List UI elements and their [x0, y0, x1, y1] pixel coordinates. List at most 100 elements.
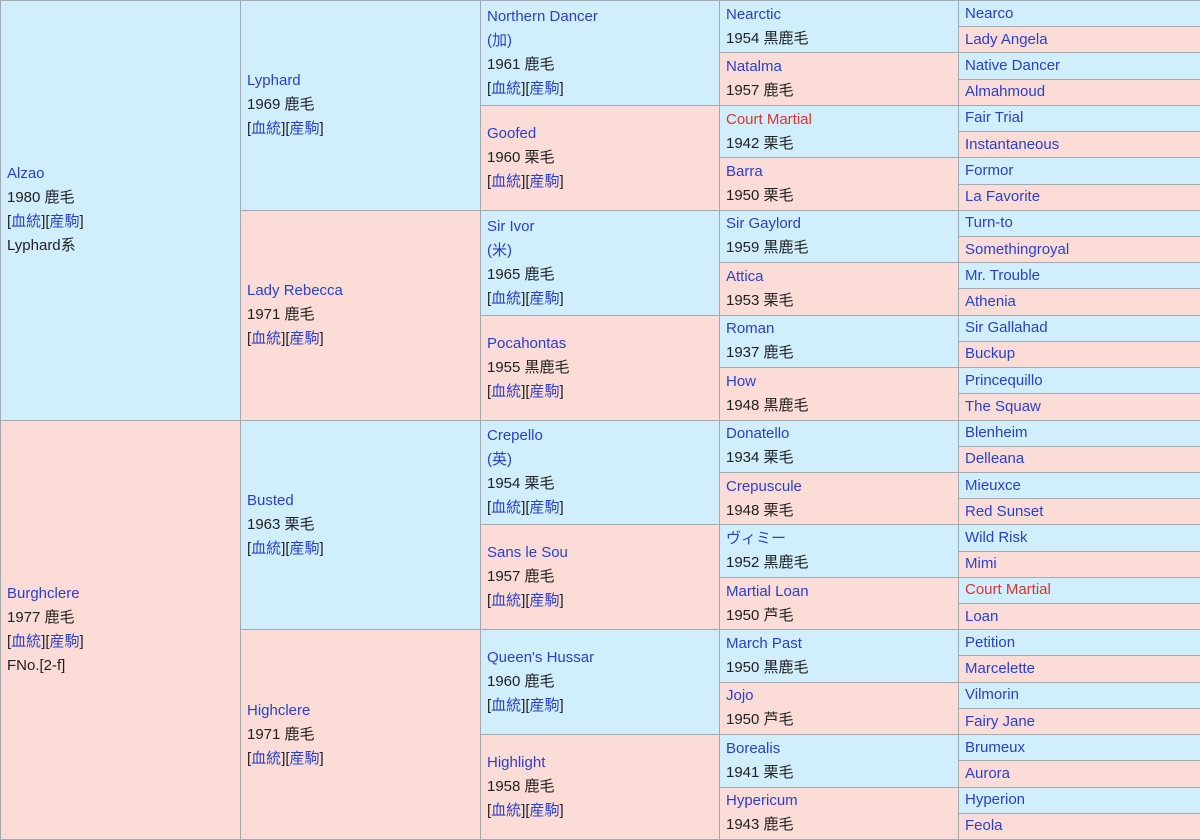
- pedigree-link[interactable]: 血統: [251, 330, 282, 348]
- country-link[interactable]: (英): [487, 451, 512, 469]
- horse-name-link[interactable]: Sir Ivor: [487, 217, 535, 235]
- horse-name-link[interactable]: Goofed: [487, 124, 537, 142]
- horse-name-link[interactable]: Athenia: [965, 293, 1016, 311]
- horse-links: [血統][産駒]: [247, 539, 324, 557]
- horse-name-link-missing[interactable]: Court Martial: [965, 581, 1051, 599]
- horse-name-link[interactable]: How: [726, 372, 757, 390]
- horse-name-link[interactable]: Sir Gaylord: [726, 215, 802, 233]
- progeny-link[interactable]: 産駒: [289, 330, 320, 348]
- horse-name-link[interactable]: Hypericum: [726, 792, 798, 810]
- progeny-link[interactable]: 産駒: [529, 382, 560, 400]
- horse-name-link[interactable]: Mieuxce: [965, 476, 1021, 494]
- horse-name-link[interactable]: Brumeux: [965, 738, 1026, 756]
- horse-name-link[interactable]: Princequillo: [965, 371, 1043, 389]
- horse-name-link[interactable]: Mimi: [965, 555, 997, 573]
- progeny-link[interactable]: 産駒: [289, 749, 320, 767]
- pedigree-link[interactable]: 血統: [251, 120, 282, 138]
- pedigree-link[interactable]: 血統: [491, 289, 522, 307]
- progeny-link[interactable]: 産駒: [529, 802, 560, 820]
- horse-name-link[interactable]: Highclere: [247, 701, 311, 719]
- pedigree-link[interactable]: 血統: [491, 499, 522, 517]
- horse-name-link[interactable]: Loan: [965, 607, 999, 625]
- pedigree-link[interactable]: 血統: [251, 539, 282, 557]
- horse-name-link[interactable]: Lady Rebecca: [247, 282, 343, 300]
- horse-name-link[interactable]: Natalma: [726, 58, 782, 76]
- progeny-link[interactable]: 産駒: [49, 213, 80, 231]
- pedigree-link[interactable]: 血統: [11, 632, 42, 650]
- horse-info: 1960 栗毛: [487, 148, 555, 166]
- horse-name-link[interactable]: March Past: [726, 634, 802, 652]
- horse-name-link[interactable]: ヴィミー: [726, 530, 787, 548]
- horse-name-link[interactable]: Aurora: [965, 764, 1011, 782]
- pedigree-link[interactable]: 血統: [11, 213, 42, 231]
- progeny-link[interactable]: 産駒: [529, 499, 560, 517]
- horse-name-link[interactable]: Instantaneous: [965, 135, 1060, 153]
- dam-name-link[interactable]: Burghclere: [7, 584, 80, 602]
- horse-name-link[interactable]: Crepello: [487, 427, 543, 445]
- horse-name-link[interactable]: Roman: [726, 320, 775, 338]
- horse-name-link[interactable]: Mr. Trouble: [965, 266, 1041, 284]
- horse-name-link[interactable]: Busted: [247, 491, 294, 509]
- horse-name-link[interactable]: Feola: [965, 817, 1003, 835]
- progeny-link[interactable]: 産駒: [529, 79, 560, 97]
- pedigree-link[interactable]: 血統: [491, 802, 522, 820]
- horse-name-link[interactable]: Jojo: [726, 687, 754, 705]
- progeny-link[interactable]: 産駒: [529, 172, 560, 190]
- horse-name-link[interactable]: Sans le Sou: [487, 544, 568, 562]
- horse-info: 1950 栗毛: [726, 187, 794, 205]
- horse-name-link[interactable]: Hyperion: [965, 791, 1026, 809]
- country-link[interactable]: (米): [487, 241, 512, 259]
- pedigree-link[interactable]: 血統: [491, 172, 522, 190]
- horse-name-link[interactable]: Red Sunset: [965, 502, 1044, 520]
- horse-name-link[interactable]: Crepuscule: [726, 477, 802, 495]
- progeny-link[interactable]: 産駒: [289, 539, 320, 557]
- horse-name-link[interactable]: Almahmoud: [965, 83, 1046, 101]
- horse-name-link[interactable]: Lady Angela: [965, 30, 1048, 48]
- horse-name-link[interactable]: Somethingroyal: [965, 240, 1070, 258]
- horse-name-link[interactable]: Northern Dancer: [487, 7, 598, 25]
- horse-name-link[interactable]: Nearctic: [726, 5, 782, 23]
- progeny-link[interactable]: 産駒: [49, 632, 80, 650]
- horse-name-link[interactable]: Vilmorin: [965, 686, 1019, 704]
- horse-name-link[interactable]: The Squaw: [965, 397, 1041, 415]
- horse-name-link[interactable]: Native Dancer: [965, 57, 1061, 75]
- sire-name-link[interactable]: Alzao: [7, 165, 45, 183]
- country-link[interactable]: (加): [487, 31, 512, 49]
- horse-name-link[interactable]: Formor: [965, 161, 1014, 179]
- horse-name-link[interactable]: Wild Risk: [965, 528, 1028, 546]
- g4-cell-11: Martial Loan 1950 芦毛: [719, 576, 959, 631]
- horse-name-link[interactable]: Nearco: [965, 4, 1014, 22]
- horse-name-link[interactable]: Fairy Jane: [965, 712, 1036, 730]
- horse-name-link[interactable]: Delleana: [965, 450, 1025, 468]
- horse-name-link[interactable]: Donatello: [726, 425, 790, 443]
- horse-links: [血統][産駒]: [487, 79, 564, 97]
- horse-name-link[interactable]: Petition: [965, 633, 1016, 651]
- horse-name-link[interactable]: Sir Gallahad: [965, 319, 1048, 337]
- progeny-link[interactable]: 産駒: [529, 289, 560, 307]
- horse-name-link[interactable]: Fair Trial: [965, 109, 1024, 127]
- dam-links: [血統][産駒]: [7, 632, 84, 650]
- horse-name-link[interactable]: La Favorite: [965, 188, 1041, 206]
- horse-name-link[interactable]: Attica: [726, 267, 764, 285]
- pedigree-link[interactable]: 血統: [491, 697, 522, 715]
- progeny-link[interactable]: 産駒: [529, 697, 560, 715]
- horse-name-link[interactable]: Marcelette: [965, 660, 1036, 678]
- horse-name-link[interactable]: Lyphard: [247, 72, 301, 90]
- pedigree-link[interactable]: 血統: [491, 592, 522, 610]
- progeny-link[interactable]: 産駒: [289, 120, 320, 138]
- horse-name-link[interactable]: Highlight: [487, 754, 546, 772]
- pedigree-link[interactable]: 血統: [251, 749, 282, 767]
- pedigree-link[interactable]: 血統: [491, 79, 522, 97]
- g4-cell-6: Roman 1937 鹿毛: [719, 314, 959, 369]
- horse-name-link[interactable]: Queen's Hussar: [487, 649, 595, 667]
- horse-name-link[interactable]: Martial Loan: [726, 582, 809, 600]
- horse-name-link[interactable]: Borealis: [726, 739, 781, 757]
- horse-name-link-missing[interactable]: Court Martial: [726, 110, 812, 128]
- horse-name-link[interactable]: Blenheim: [965, 424, 1028, 442]
- progeny-link[interactable]: 産駒: [529, 592, 560, 610]
- horse-name-link[interactable]: Pocahontas: [487, 334, 567, 352]
- horse-name-link[interactable]: Barra: [726, 163, 763, 181]
- horse-name-link[interactable]: Turn-to: [965, 214, 1013, 232]
- horse-name-link[interactable]: Buckup: [965, 345, 1016, 363]
- pedigree-link[interactable]: 血統: [491, 382, 522, 400]
